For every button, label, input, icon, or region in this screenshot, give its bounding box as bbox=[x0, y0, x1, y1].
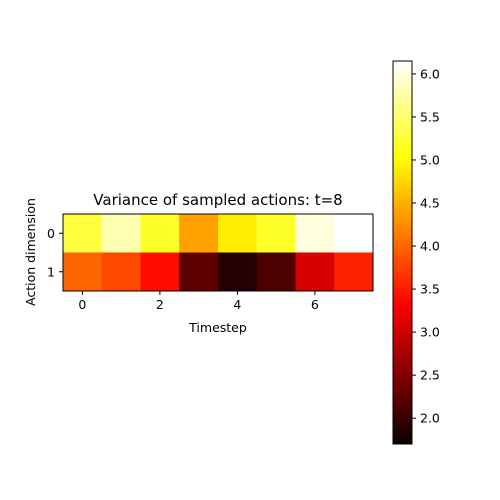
x-tick-label: 0 bbox=[78, 297, 86, 312]
y-tick-label: 1 bbox=[47, 264, 55, 279]
colorbar-tick-label: 4.5 bbox=[420, 196, 440, 211]
colorbar-tick-label: 5.5 bbox=[420, 109, 440, 124]
colorbar-tick-label: 6.0 bbox=[420, 66, 440, 81]
heatmap-cell bbox=[63, 252, 103, 292]
colorbar-ticks: 2.0 2.5 3.0 3.5 4.0 4.5 5.0 5.5 6.0 bbox=[412, 66, 440, 426]
x-axis-label: Timestep bbox=[188, 320, 247, 335]
heatmap-cell bbox=[256, 252, 296, 292]
heatmap-cell bbox=[295, 214, 335, 253]
heatmap-cells bbox=[63, 214, 374, 292]
heatmap-cell bbox=[101, 252, 141, 292]
heatmap-cell bbox=[218, 252, 258, 292]
heatmap-cell bbox=[179, 252, 219, 292]
heatmap-cell bbox=[140, 214, 180, 253]
x-tick-label: 4 bbox=[233, 297, 241, 312]
heatmap-cell bbox=[334, 214, 374, 253]
colorbar-tick-label: 2.0 bbox=[420, 411, 440, 426]
x-tick-label: 2 bbox=[156, 297, 164, 312]
chart-title: Variance of sampled actions: t=8 bbox=[93, 191, 342, 209]
heatmap-cell bbox=[295, 252, 335, 292]
colorbar-tick-label: 4.0 bbox=[420, 239, 440, 254]
heatmap-cell bbox=[334, 252, 374, 292]
colorbar-tick-label: 3.5 bbox=[420, 282, 440, 297]
y-axis: 01 bbox=[47, 226, 63, 279]
colorbar-tick-label: 2.5 bbox=[420, 368, 440, 383]
heatmap-cell bbox=[218, 214, 258, 253]
y-axis-label: Action dimension bbox=[23, 198, 38, 306]
plot-frame bbox=[62, 213, 374, 292]
x-tick-label: 6 bbox=[311, 297, 319, 312]
heatmap-cell bbox=[256, 214, 296, 253]
x-axis: 0 2 4 6 bbox=[78, 291, 319, 312]
heatmap-cell bbox=[63, 214, 103, 253]
colorbar bbox=[392, 60, 413, 445]
heatmap-cell bbox=[101, 214, 141, 253]
heatmap-cell bbox=[140, 252, 180, 292]
heatmap-cell bbox=[179, 214, 219, 253]
y-tick-label: 0 bbox=[47, 226, 55, 241]
colorbar-tick-label: 3.0 bbox=[420, 325, 440, 340]
colorbar-tick-label: 5.0 bbox=[420, 152, 440, 167]
